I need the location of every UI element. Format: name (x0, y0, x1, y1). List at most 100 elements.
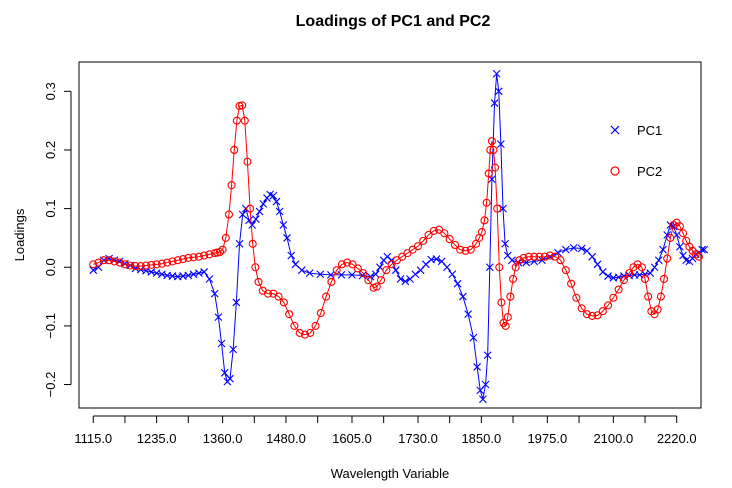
pc2-point (424, 230, 433, 240)
pc2-point (163, 258, 172, 267)
pc1-point (411, 270, 420, 279)
pc1-point (358, 271, 367, 280)
pc2-point (598, 307, 607, 316)
pc2-point (515, 256, 524, 265)
pc2-point (413, 242, 423, 251)
legend: PC1 PC2 (610, 123, 662, 179)
pc1-point (214, 313, 223, 321)
pc2-point (263, 289, 273, 298)
pc1-point (538, 256, 546, 265)
pc1-point (646, 269, 655, 278)
pc2-point (152, 260, 161, 269)
pc2-point (694, 252, 703, 261)
pc2-point (248, 239, 257, 248)
pc1-point (679, 251, 687, 260)
pc2-point (675, 222, 684, 231)
pc2-point (429, 226, 438, 235)
pc1-point (448, 270, 457, 279)
pc2-point (327, 277, 336, 286)
pc1-point (251, 215, 260, 224)
pc1-point (158, 270, 166, 279)
pc2-point (232, 116, 241, 125)
pc1-point (371, 270, 380, 279)
pc2-point (230, 145, 239, 155)
pc1-point (248, 221, 257, 229)
pc2-point (637, 263, 646, 272)
pc1-point (485, 263, 494, 272)
pc2-point (524, 252, 533, 261)
pc1-point (366, 272, 375, 281)
pc2-point (456, 245, 465, 254)
y-tick-label: −0.1 (43, 313, 58, 339)
pc2-point (189, 253, 198, 262)
legend-pc1-label: PC1 (637, 123, 662, 138)
pc1-point (147, 268, 156, 276)
pc2-point (322, 292, 331, 301)
pc2-point (240, 116, 249, 125)
pc1-point (494, 87, 503, 96)
pc2-point (184, 253, 193, 262)
pc2-point (243, 157, 252, 166)
pc2-point (178, 254, 188, 264)
pc1-point (698, 245, 706, 254)
pc1-point (238, 210, 247, 219)
pc1-point (297, 266, 306, 275)
pc2-point (491, 163, 500, 172)
pc1-point (348, 270, 356, 279)
x-tick-label: 1850.0 (461, 431, 501, 446)
pc2-line (93, 104, 700, 336)
pc2-point (561, 266, 570, 275)
pc1-point (496, 140, 505, 148)
pc1-point (432, 255, 441, 263)
pc2-point (419, 236, 428, 245)
pc2-point (224, 210, 234, 219)
pc2-point (337, 260, 347, 269)
pc1-point (593, 260, 602, 269)
pc2-point (94, 258, 103, 267)
pc1-point (479, 395, 487, 404)
pc1-point (650, 263, 659, 272)
pc2-point (625, 269, 634, 278)
pc2-point (316, 308, 325, 318)
pc1-point (554, 248, 562, 257)
pc1-point (200, 268, 209, 276)
pc2-point (227, 181, 236, 190)
plot-frame (78, 61, 702, 409)
pc2-point (168, 257, 177, 266)
x-tick-label: 2220.0 (657, 431, 697, 446)
pc2-point (110, 257, 119, 266)
pc1-point (700, 245, 709, 254)
pc1-point (189, 270, 198, 279)
pc1-point (499, 204, 507, 213)
pc2-point (300, 330, 310, 339)
pc1-point (490, 99, 499, 107)
pc1-point (259, 200, 268, 208)
y-tick-label: −0.2 (43, 372, 58, 398)
pc2-point (508, 274, 518, 284)
y-axis-label: Loadings (12, 208, 27, 261)
pc2-point (115, 258, 124, 267)
pc2-point (666, 233, 675, 242)
pc2-point (105, 256, 114, 265)
pc2-point (238, 101, 247, 110)
pc1-point (255, 207, 264, 216)
pc2-point (382, 266, 391, 275)
pc2-point (205, 250, 214, 259)
pc2-point (577, 304, 586, 313)
pc2-point (484, 169, 493, 178)
pc2-point (157, 259, 166, 268)
pc1-point (269, 191, 278, 200)
pc1-point (272, 197, 281, 206)
pc2-point (445, 235, 454, 244)
pc1-point (235, 239, 244, 248)
pc1-point (501, 239, 509, 248)
pc1-point (194, 269, 203, 278)
pc2-point (480, 216, 489, 225)
pc1-point (675, 242, 684, 251)
pc1-point (458, 292, 467, 301)
pc2-point (120, 260, 129, 269)
pc1-point (275, 207, 284, 216)
pc2-point (656, 292, 665, 301)
x-tick-label: 1235.0 (137, 431, 177, 446)
